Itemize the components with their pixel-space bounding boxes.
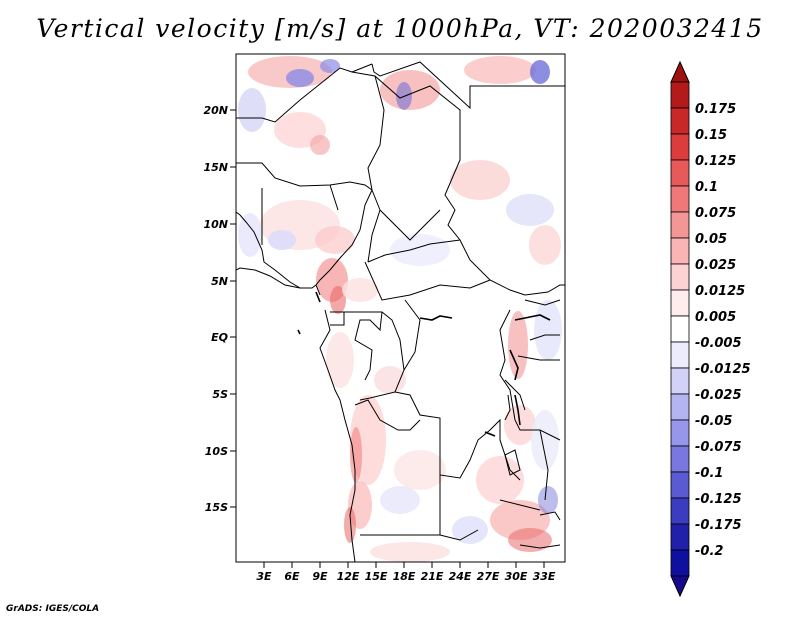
lat-label: 5N (211, 275, 228, 288)
colorbar-label: 0.0125 (695, 284, 745, 299)
colorbar-label: 0.005 (695, 310, 736, 325)
colorbar-label: 0.1 (695, 180, 718, 195)
lakes (297, 291, 551, 437)
lat-label: 15S (205, 501, 228, 514)
lon-label: 30E (505, 570, 528, 583)
lat-label: 15N (203, 161, 228, 174)
colorbar-swatch (670, 445, 690, 473)
lat-label: 20N (203, 104, 228, 117)
colorbar-label: 0.075 (695, 206, 736, 221)
colorbar-swatch (670, 471, 690, 499)
colorbar-swatch (670, 263, 690, 291)
lat-labels: 20N 15N 10N 5N EQ 5S 10S 15S (203, 104, 228, 514)
colorbar-label: 0.15 (695, 128, 727, 143)
lat-label: EQ (211, 331, 228, 344)
colorbar-swatch (670, 549, 690, 577)
colorbar-swatch (670, 315, 690, 343)
lon-label: 21E (421, 570, 444, 583)
lat-label: 10S (205, 445, 228, 458)
colorbar-swatch (670, 81, 690, 109)
lon-label: 18E (393, 570, 416, 583)
lon-label: 27E (477, 570, 500, 583)
map-title: Vertical velocity [m/s] at 1000hPa, VT: … (36, 14, 764, 43)
lon-labels: 3E 6E 9E 12E 15E 18E 21E 24E 27E 30E 33E (256, 570, 555, 583)
colorbar-label: 0.125 (695, 154, 736, 169)
colorbar-label: -0.1 (695, 466, 723, 481)
colorbar-label: -0.025 (695, 388, 742, 403)
lon-label: 24E (449, 570, 472, 583)
colorbar-swatch (670, 393, 690, 421)
colorbar-label: 0.05 (695, 232, 727, 247)
lon-label: 33E (533, 570, 556, 583)
country-borders (236, 61, 565, 562)
colorbar-swatch (670, 133, 690, 161)
colorbar-label: -0.175 (695, 518, 742, 533)
colorbar-swatch (670, 289, 690, 317)
colorbar-swatch (670, 211, 690, 239)
colorbar-label: -0.075 (695, 440, 742, 455)
colorbar: 0.175 0.15 0.125 0.1 0.075 0.05 0.025 0.0125 0.0… (670, 60, 751, 598)
colorbar-swatch (670, 523, 690, 551)
colorbar-tip-bottom (670, 575, 690, 598)
footer-credit: GrADS: IGES/COLA (6, 604, 100, 614)
colorbar-swatch (670, 367, 690, 395)
lat-label: 5S (212, 388, 228, 401)
colorbar-label: -0.0125 (695, 362, 751, 377)
colorbar-label: -0.005 (695, 336, 742, 351)
colorbar-swatch (670, 341, 690, 369)
colorbar-swatch (670, 237, 690, 265)
lon-label: 3E (256, 570, 272, 583)
colorbar-swatch (670, 419, 690, 447)
axis-ticks (230, 109, 545, 568)
colorbar-swatch (670, 185, 690, 213)
colorbar-swatch (670, 107, 690, 135)
lon-label: 6E (284, 570, 300, 583)
colorbar-swatch (670, 159, 690, 187)
lat-label: 10N (203, 218, 228, 231)
lon-label: 15E (365, 570, 388, 583)
colorbar-tip-top (670, 60, 690, 83)
velocity-field (236, 54, 565, 562)
colorbar-label: 0.175 (695, 102, 736, 117)
colorbar-label: -0.2 (695, 544, 723, 559)
colorbar-label: 0.025 (695, 258, 736, 273)
colorbar-label: -0.125 (695, 492, 742, 507)
colorbar-label: -0.05 (695, 414, 732, 429)
lon-label: 9E (312, 570, 328, 583)
map-frame (235, 53, 566, 563)
lon-label: 12E (337, 570, 360, 583)
colorbar-swatch (670, 497, 690, 525)
